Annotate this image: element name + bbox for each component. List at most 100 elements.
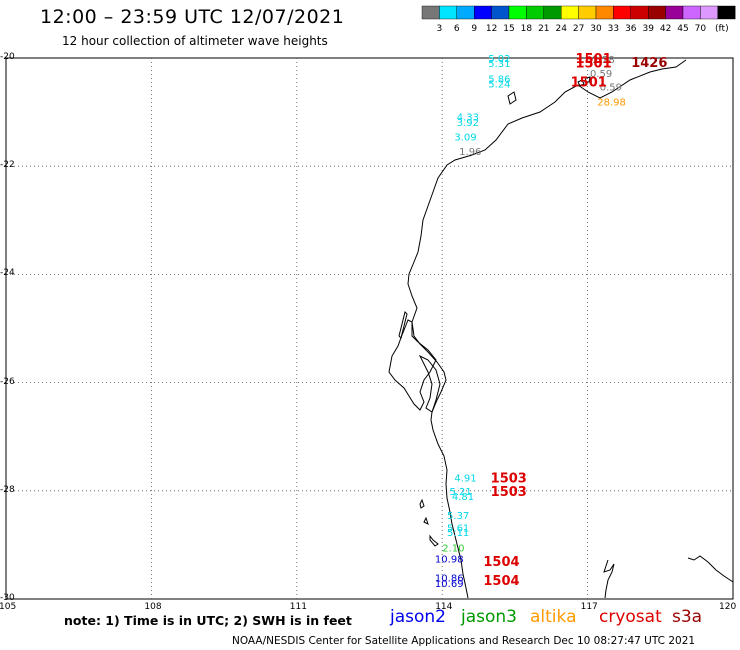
scale-label: 3 (437, 24, 443, 34)
scale-label: 70 (695, 24, 707, 34)
wave-height-label: 2.10 (442, 544, 464, 555)
wave-height-label: 5.61 (447, 524, 469, 535)
scale-swatch (630, 5, 649, 20)
footer-credit: NOAA/NESDIS Center for Satellite Applica… (232, 635, 696, 647)
wave-height-label: 5.21 (449, 487, 471, 498)
longitude-label: 114 (435, 602, 453, 612)
scale-label: 39 (642, 24, 654, 34)
wave-height-label: 3.92 (457, 118, 479, 129)
wave-height-label: 5.37 (447, 511, 469, 522)
satellite-legend-s3a: s3a (672, 607, 703, 627)
scale-swatch (648, 5, 666, 20)
scale-swatch (526, 5, 545, 20)
scale-label: 6 (454, 24, 460, 34)
scale-swatch (421, 5, 440, 20)
scale-unit: (ft) (715, 24, 729, 34)
longitude-label: 108 (144, 602, 162, 612)
wave-height-label: 4.33 (457, 112, 479, 123)
coastline (388, 59, 734, 599)
track-number-label: 1501 (575, 52, 611, 67)
scale-label: 9 (471, 24, 477, 34)
track-number-label: 1426 (631, 56, 667, 71)
coastline-dampier-islands (577, 76, 591, 87)
wave-height-label: 5.02 (488, 54, 510, 65)
wave-height-label: 5.31 (488, 59, 510, 70)
longitude-label: 120 (719, 602, 737, 612)
color-scale-bar (421, 5, 736, 20)
scale-label: 24 (555, 24, 567, 34)
latitude-label: -24 (0, 268, 15, 279)
longitude-label: 117 (580, 602, 598, 612)
coastline-west-australia (407, 59, 687, 599)
track-number-label: 1501 (571, 75, 607, 90)
satellite-legend-jason2: jason2 (390, 607, 446, 627)
scale-label: 45 (677, 24, 688, 34)
latitude-label: -26 (0, 376, 15, 387)
scale-swatch (578, 5, 597, 20)
longitude-label: 105 (0, 602, 17, 612)
footer-note: note: 1) Time is in UTC; 2) SWH is in fe… (64, 613, 352, 628)
wave-height-label: 4.81 (452, 492, 474, 503)
scale-label: 15 (503, 24, 514, 34)
scale-swatch (613, 5, 632, 20)
wave-height-label: 4.91 (454, 473, 476, 484)
track-number-label: 1503 (491, 471, 527, 486)
satellite-legend-altika: altika (530, 607, 577, 627)
latitude-label: -20 (0, 52, 15, 62)
wave-height-label: 5.86 (488, 75, 510, 86)
satellite-legend-jason3: jason3 (461, 607, 517, 627)
scale-swatch (595, 5, 614, 20)
coastline-dirk-hartog-island (398, 311, 408, 339)
coastline-shark-bay (388, 319, 437, 411)
wave-height-label: 5.11 (447, 528, 469, 539)
wave-height-label: 1.96 (459, 147, 481, 158)
track-number-label: 1504 (483, 574, 519, 589)
coastline-abrolhos-islands (419, 498, 439, 547)
scale-label: 33 (608, 24, 619, 34)
scale-swatch (717, 5, 736, 20)
latitude-label: -22 (0, 160, 15, 171)
scale-label: 36 (625, 24, 637, 34)
scale-label: 27 (573, 24, 584, 34)
scale-swatch (543, 5, 562, 20)
page-subtitle: 12 hour collection of altimeter wave hei… (62, 34, 328, 48)
scale-swatch (682, 5, 701, 20)
coastline-barrow-island (507, 91, 517, 105)
scale-swatch (474, 5, 492, 20)
track-number-label: 1503 (491, 485, 527, 500)
scale-label: 42 (660, 24, 671, 34)
satellite-legend-cryosat: cryosat (599, 607, 662, 627)
coastline-peron-peninsula (418, 354, 441, 413)
scale-swatch (700, 5, 719, 20)
scale-swatch (491, 5, 510, 20)
wave-height-label: 0.59 (600, 83, 622, 94)
map-grid (6, 58, 733, 599)
track-number-label: 1501 (575, 56, 611, 71)
track-number-label: 1504 (483, 555, 519, 570)
scale-label: 18 (521, 24, 533, 34)
wave-height-label: 2.28 (592, 55, 614, 66)
scale-swatch (665, 5, 684, 20)
scale-label: 12 (486, 24, 497, 34)
latitude-label: -28 (0, 484, 15, 495)
wave-height-label: 10.69 (435, 579, 464, 590)
scale-swatch (439, 5, 457, 20)
longitude-label: 111 (289, 602, 307, 612)
wave-height-label: 0.59 (590, 69, 612, 80)
scale-swatch (456, 5, 475, 20)
map-frame (5, 57, 734, 600)
latitude-label: -30 (0, 593, 15, 603)
wave-height-label: 28.98 (597, 97, 626, 108)
scale-label: 21 (538, 24, 549, 34)
wave-height-labels: 5.025.31 5.865.24 2.28 0.59 0.59 28.98 4.333.9… (435, 54, 626, 590)
scale-swatch (561, 5, 579, 20)
wave-height-label: 3.09 (454, 132, 476, 143)
wave-height-label: 10.98 (435, 554, 464, 565)
scale-swatch (508, 5, 527, 20)
page-title: 12:00 – 23:59 UTC 12/07/2021 (40, 6, 345, 28)
color-scale-labels: 3 6 9 12 15 18 21 24 27 30 33 36 39 42 45 70 (ft) (437, 24, 729, 34)
coastline-southeast-land (603, 555, 734, 599)
wave-height-label: 5.24 (488, 79, 510, 90)
scale-label: 30 (590, 24, 602, 34)
